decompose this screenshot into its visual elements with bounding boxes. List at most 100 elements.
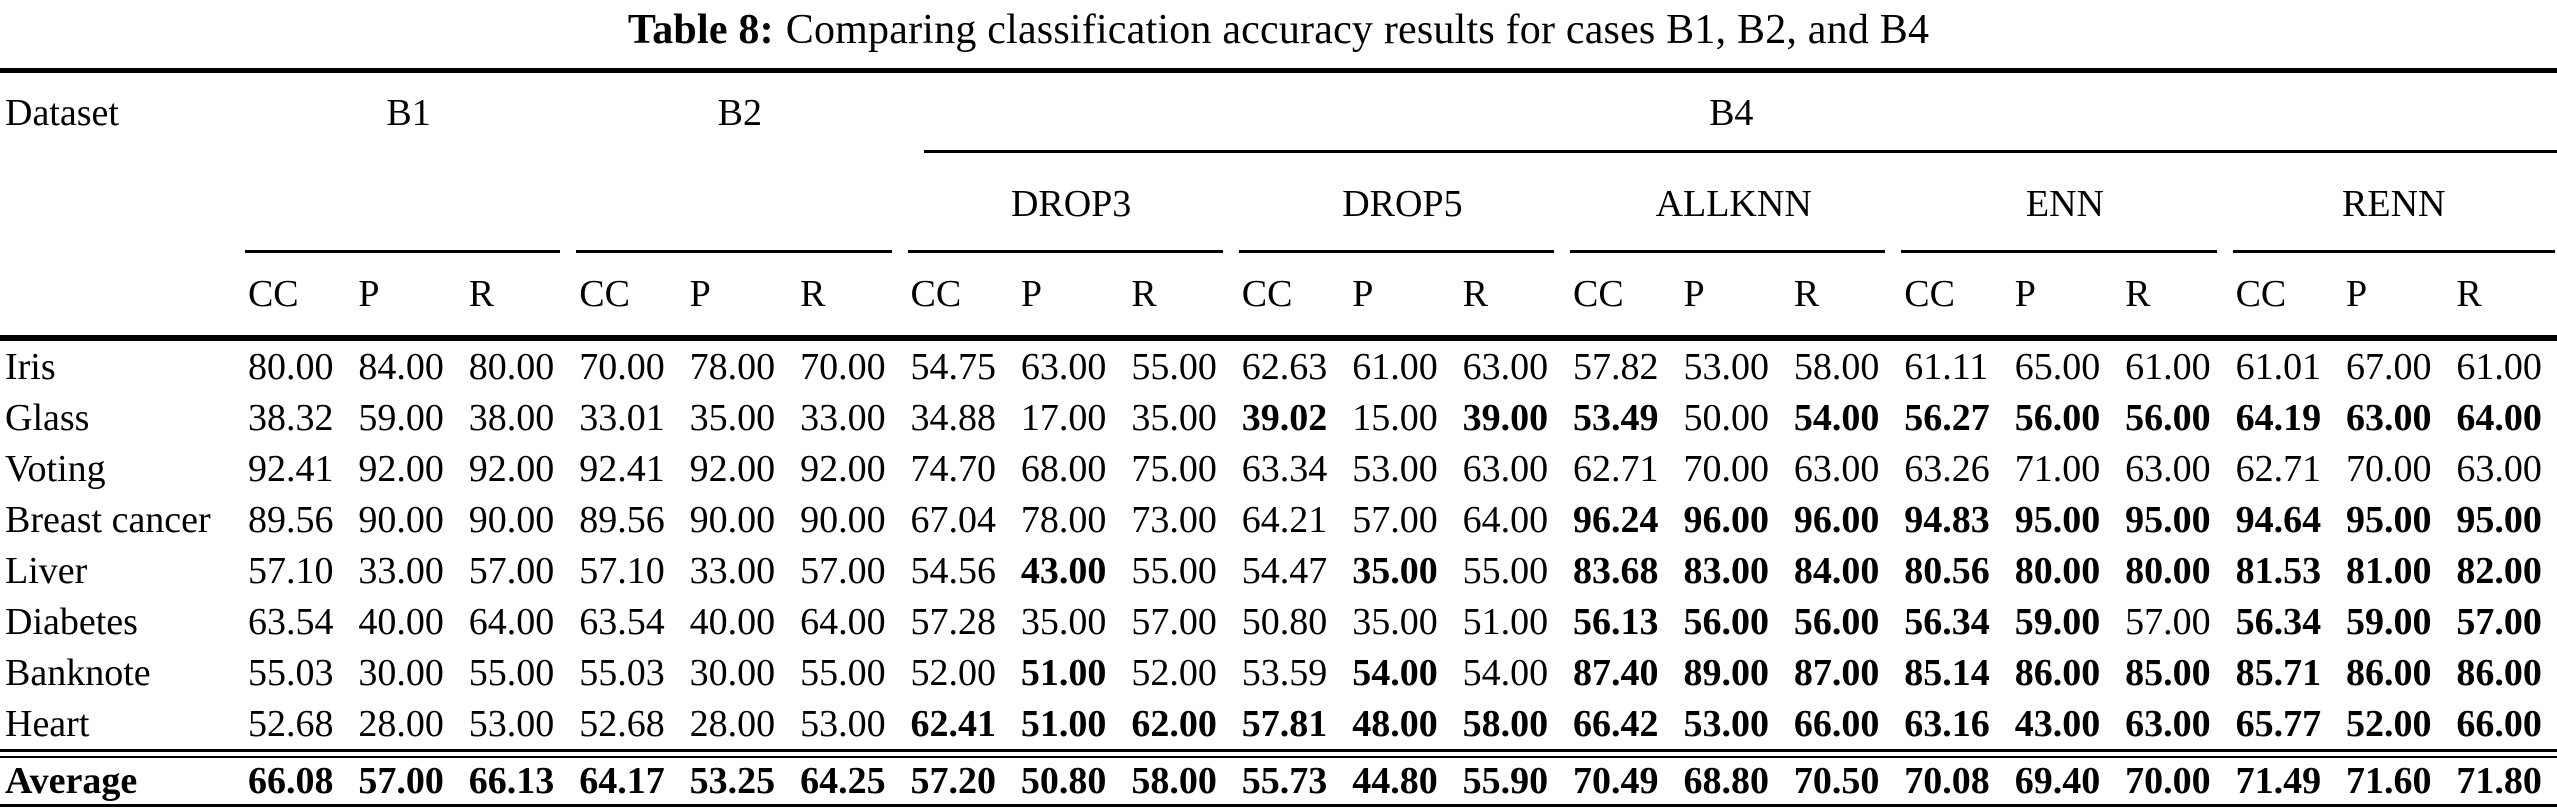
value-cell: 43.00	[2014, 702, 2101, 745]
value-cell: 53.00	[1683, 345, 1769, 388]
value-cell: 55.73	[1241, 760, 1328, 802]
value-cell: 92.00	[800, 447, 886, 490]
value-cell: 80.00	[247, 345, 334, 388]
table-row: Breast cancer 89.56 90.00 90.00 89.56 90.00 90…	[0, 494, 2557, 545]
value-cell: 59.00	[358, 396, 444, 439]
value-cell: 78.00	[689, 345, 776, 388]
value-cell: 64.19	[2235, 396, 2322, 439]
value-cell: 54.00	[1352, 651, 1438, 694]
results-table: Dataset B1 B2 B4 DROP3 DROP5 ALLKNN	[0, 68, 2557, 810]
value-cell: 85.14	[1904, 651, 1990, 694]
value-cell: 63.00	[1462, 447, 1549, 490]
value-cell: 75.00	[1131, 447, 1217, 490]
value-cell: 58.00	[1462, 702, 1549, 745]
dataset-name-cell: Voting	[5, 447, 106, 490]
value-cell: 56.34	[2235, 600, 2322, 643]
metric-cc: CC	[2230, 253, 2341, 341]
value-cell: 84.00	[358, 345, 444, 388]
dataset-name-cell: Average	[5, 760, 138, 802]
value-cell: 70.50	[1793, 760, 1880, 802]
value-cell: 64.00	[1462, 498, 1549, 541]
value-cell: 61.00	[2125, 345, 2211, 388]
value-cell: 89.56	[247, 498, 334, 541]
header-b4: B4	[905, 68, 2557, 153]
value-cell: 66.00	[1793, 702, 1880, 745]
value-cell: 56.27	[1904, 396, 1990, 439]
value-cell: 58.00	[1131, 760, 1217, 802]
value-cell: 86.00	[2345, 651, 2432, 694]
value-cell: 55.00	[800, 651, 886, 694]
caption-label: Table 8:	[627, 7, 774, 53]
metric-cc: CC	[574, 253, 685, 341]
value-cell: 52.00	[1131, 651, 1217, 694]
value-cell: 74.70	[910, 447, 997, 490]
metric-cc: CC	[905, 253, 1016, 341]
value-cell: 61.11	[1904, 345, 1989, 388]
value-cell: 80.00	[468, 345, 555, 388]
value-cell: 57.00	[800, 549, 886, 592]
value-cell: 63.26	[1904, 447, 1990, 490]
value-cell: 96.00	[1793, 498, 1880, 541]
value-cell: 38.00	[468, 396, 555, 439]
value-cell: 55.00	[1462, 549, 1549, 592]
value-cell: 30.00	[689, 651, 776, 694]
value-cell: 55.03	[247, 651, 334, 694]
value-cell: 62.00	[1131, 702, 1217, 745]
method-renn-label: RENN	[2342, 183, 2446, 225]
value-cell: 86.00	[2014, 651, 2101, 694]
group-header-row: Dataset B1 B2 B4	[0, 68, 2557, 153]
value-cell: 63.54	[247, 600, 334, 643]
value-cell: 66.42	[1573, 702, 1659, 745]
value-cell: 63.00	[2125, 447, 2211, 490]
metric-r: R	[2120, 253, 2231, 341]
value-cell: 39.02	[1241, 396, 1328, 439]
dataset-name-cell: Banknote	[5, 651, 151, 694]
b4-underline	[923, 150, 2557, 153]
value-cell: 68.00	[1020, 447, 1107, 490]
value-cell: 59.00	[2345, 600, 2432, 643]
value-cell: 50.80	[1241, 600, 1328, 643]
value-cell: 64.25	[800, 760, 886, 802]
value-cell: 48.00	[1352, 702, 1438, 745]
value-cell: 50.00	[1683, 396, 1769, 439]
value-cell: 55.00	[468, 651, 555, 694]
header-b2: B2	[574, 68, 906, 153]
value-cell: 85.00	[2125, 651, 2211, 694]
method-enn-label: ENN	[2025, 183, 2104, 225]
method-allknn: ALLKNN	[1568, 153, 1899, 253]
value-cell: 50.80	[1020, 760, 1107, 802]
value-cell: 51.00	[1020, 702, 1107, 745]
value-cell: 61.00	[1352, 345, 1438, 388]
value-cell: 62.63	[1241, 345, 1328, 388]
renn-underline	[2232, 250, 2555, 253]
value-cell: 35.00	[1131, 396, 1217, 439]
value-cell: 57.00	[2456, 600, 2542, 643]
value-cell: 33.00	[358, 549, 444, 592]
table-row: Diabetes 63.54 40.00 64.00 63.54 40.00 64.00 57…	[0, 596, 2557, 647]
method-renn: RENN	[2231, 153, 2557, 253]
drop5-underline	[1238, 250, 1555, 253]
value-cell: 61.01	[2235, 345, 2322, 388]
method-drop5: DROP5	[1237, 153, 1568, 253]
value-cell: 92.41	[579, 447, 665, 490]
value-cell: 85.71	[2235, 651, 2322, 694]
metric-cc: CC	[1899, 253, 2010, 341]
value-cell: 67.04	[910, 498, 997, 541]
value-cell: 71.80	[2456, 760, 2542, 802]
value-cell: 90.00	[468, 498, 555, 541]
value-cell: 51.00	[1462, 600, 1549, 643]
value-cell: 53.49	[1573, 396, 1659, 439]
value-cell: 95.00	[2345, 498, 2432, 541]
metric-r: R	[1457, 253, 1569, 341]
value-cell: 61.00	[2456, 345, 2542, 388]
separator-double-rule	[0, 804, 2557, 810]
value-cell: 70.00	[579, 345, 665, 388]
table-row: Banknote 55.03 30.00 55.00 55.03 30.00 55.00 52…	[0, 647, 2557, 698]
value-cell: 64.00	[2456, 396, 2542, 439]
value-cell: 96.00	[1683, 498, 1769, 541]
value-cell: 56.00	[1683, 600, 1769, 643]
separator-double-rule	[0, 749, 2557, 758]
value-cell: 90.00	[800, 498, 886, 541]
metric-p: P	[1015, 253, 1127, 341]
value-cell: 65.00	[2014, 345, 2101, 388]
